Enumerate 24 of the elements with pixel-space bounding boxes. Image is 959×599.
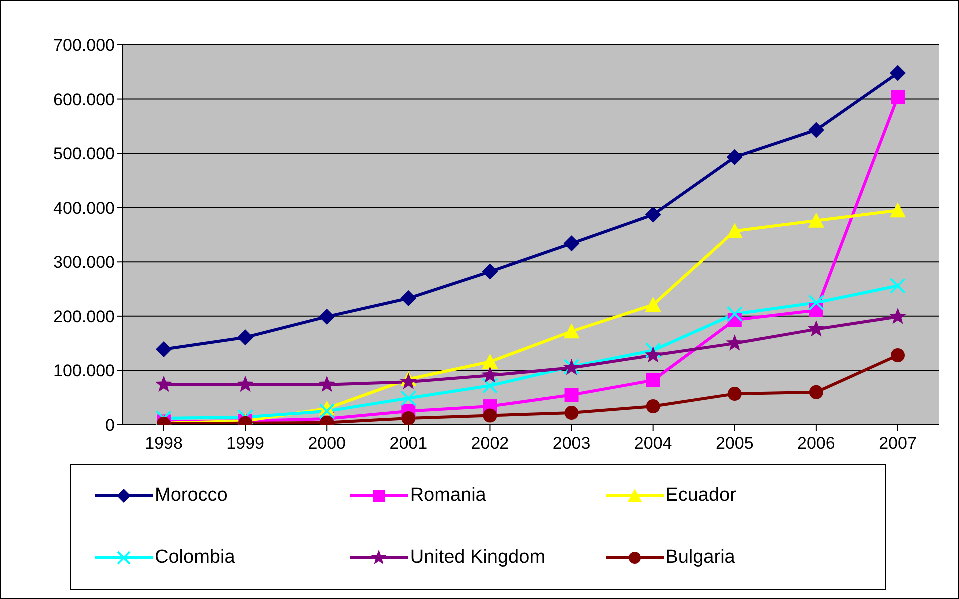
legend-label: Ecuador [666, 485, 736, 507]
x-tick-label: 1998 [145, 434, 183, 454]
legend-label: United Kingdom [410, 547, 546, 569]
y-tick-label: 600.000 [54, 90, 115, 110]
y-tick-label: 0 [106, 416, 115, 436]
x-tick-label: 1999 [226, 434, 264, 454]
x-tick-label: 2007 [879, 434, 917, 454]
x-tick-label: 2003 [552, 434, 591, 454]
x-tick-label: 2002 [471, 434, 510, 454]
legend-label: Romania [410, 485, 486, 507]
x-tick-label: 2005 [716, 434, 754, 454]
y-tick-label: 700.000 [54, 36, 115, 56]
y-tick-label: 300.000 [54, 253, 115, 272]
y-tick-label: 100.000 [54, 362, 115, 381]
y-tick-label: 500.000 [54, 144, 115, 164]
legend-label: Morocco [155, 485, 228, 507]
x-tick-label: 2001 [390, 434, 428, 454]
y-tick-label: 200.000 [54, 307, 115, 326]
x-tick-label: 2000 [308, 434, 346, 454]
legend-label: Colombia [155, 547, 236, 569]
x-tick-label: 2006 [798, 434, 836, 454]
x-tick-label: 2004 [634, 434, 672, 454]
y-tick-label: 400.000 [54, 198, 115, 218]
legend-label: Bulgaria [666, 547, 736, 569]
